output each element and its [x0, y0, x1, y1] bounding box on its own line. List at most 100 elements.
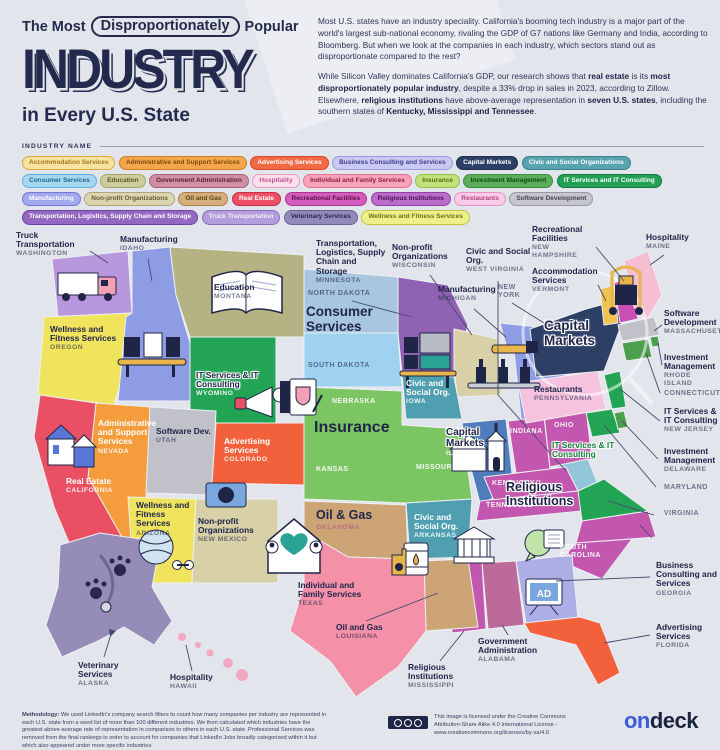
- label-nebraska: NEBRASKA: [332, 398, 376, 405]
- ad-text: AD: [537, 589, 551, 600]
- callout-virginia: VIRGINIA: [664, 510, 700, 517]
- exercise-ball-icon: [138, 529, 194, 570]
- legend-pill: IT Services and IT Consulting: [556, 174, 662, 189]
- legend-title: INDUSTRY NAME: [22, 143, 93, 150]
- label-insurance: Insurance: [314, 419, 390, 436]
- title-post: Popular: [244, 18, 299, 35]
- title-pre: The Most: [22, 18, 86, 35]
- label-religious-institutions: Religious Institutions: [506, 480, 574, 508]
- label-wyoming: IT Services & IT Consulting WYOMING: [196, 370, 259, 398]
- title-line1: The Most Disproportionately Popular: [22, 16, 312, 37]
- callout-connecticut: CONNECTICUT: [664, 390, 720, 397]
- callout-georgia: Business Consulting and Services GEORGIA: [656, 560, 717, 597]
- label-indiana: INDIANA: [510, 428, 543, 435]
- map-canvas: AD: [33, 246, 665, 698]
- intro-paragraph-1: Most U.S. states have an industry specia…: [318, 16, 708, 62]
- callout-massachusetts: Software DevelopmentMASSACHUSETTS: [664, 308, 720, 336]
- legend-header: INDUSTRY NAME: [22, 143, 704, 150]
- open-book-icon: [211, 270, 283, 315]
- label-montana: Education MONTANA: [214, 282, 255, 301]
- label-kansas: KANSAS: [316, 466, 349, 473]
- label-tennessee: TENNESSEE: [486, 502, 533, 509]
- state-florida: [523, 616, 621, 686]
- callout-idaho: Manufacturing IDAHO: [120, 234, 178, 253]
- title-subtitle: in Every U.S. State: [22, 105, 190, 126]
- callout-lines: [89, 246, 665, 672]
- containers-icon: [399, 332, 457, 388]
- state-utah: [145, 406, 217, 496]
- label-virginia-it: IT Services & IT Consulting: [552, 440, 615, 460]
- legend: INDUSTRY NAME Accommodation Services Admi…: [22, 143, 704, 225]
- callout-delaware: Investment Management DELAWARE: [664, 446, 716, 474]
- legend-pill: Government Administration: [149, 174, 249, 189]
- methodology-text: Methodology: We used LinkedIn's company …: [22, 712, 327, 749]
- state-north-carolina: [575, 510, 657, 544]
- cc-license-badge: [388, 716, 428, 729]
- callout-new-york: NEW YORK: [498, 284, 521, 299]
- label-illinois: Capital Markets ILLINOIS: [446, 427, 484, 457]
- label-oklahoma: Oil & Gas OKLAHOMA: [316, 508, 373, 531]
- label-arkansas: Civic and Social Org. ARKANSAS: [414, 512, 459, 540]
- callout-louisiana: Oil and Gas LOUISIANA: [336, 622, 383, 641]
- callout-north-carolina: [664, 531, 704, 532]
- callout-washington: Truck Transportation WASHINGTON: [16, 230, 75, 258]
- callout-alabama: Government Administration ALABAMA: [478, 636, 538, 664]
- state-alabama: [481, 560, 525, 630]
- label-iowa: Civic and Social Org. IOWA: [406, 378, 451, 406]
- footer: Methodology: We used LinkedIn's company …: [0, 702, 720, 749]
- label-north-dakota: NORTH DAKOTA: [308, 290, 371, 297]
- legend-pill: Religious Institutions: [370, 192, 451, 207]
- conveyor-icon: [117, 332, 187, 377]
- label-south-dakota: SOUTH DAKOTA: [308, 362, 370, 369]
- church-icon: [448, 423, 508, 472]
- luggage-trolley-icon: [609, 265, 643, 315]
- legend-pill: Non-profit Organizations: [84, 192, 175, 207]
- callout-alaska: Veterinary Services ALASKA: [78, 660, 119, 688]
- callout-rhode-island: Investment Management RHODE ISLAND: [664, 352, 716, 387]
- veterinary-paws-icon: [85, 554, 131, 613]
- callout-new-hampshire: Recreational Facilities NEW HAMPSHIRE: [532, 224, 583, 259]
- label-colorado: Advertising Services COLORADO: [224, 436, 271, 464]
- bottling-line-icon: [467, 341, 541, 389]
- speech-bubble-icon: [524, 529, 565, 563]
- state-hawaii: [178, 633, 248, 681]
- family-house-icon: [265, 518, 323, 574]
- label-new-mexico: Non-profit Organizations NEW MEXICO: [198, 516, 254, 544]
- government-building-icon: [452, 526, 496, 564]
- callout-mississippi: Religious Institutions MISSISSIPPI: [408, 662, 454, 690]
- legend-pill: Administrative and Support Services: [118, 156, 247, 171]
- callout-west-virginia: Civic and Social Org. WEST VIRGINIA: [466, 246, 531, 274]
- legend-pills: Accommodation Services Administrative and…: [22, 156, 704, 225]
- state-indiana: [507, 416, 551, 474]
- legend-pill: Education: [100, 174, 146, 189]
- intro-text: Most U.S. states have an industry specia…: [318, 16, 708, 126]
- callout-maine: Hospitality MAINE: [646, 232, 689, 251]
- ondeck-logo: ondeck: [623, 708, 699, 733]
- legend-pill: Hospitality: [252, 174, 300, 189]
- state-maryland: [585, 408, 621, 438]
- callout-vermont: Accommodation Services VERMONT: [532, 266, 598, 294]
- label-pennsylvania: Restaurants PENNSYLVANIA: [534, 384, 593, 403]
- label-oregon: Wellness and Fitness Services OREGON: [50, 324, 117, 352]
- state-wisconsin: [453, 328, 503, 398]
- label-texas: Individual and Family Services TEXAS: [298, 580, 362, 608]
- label-capital-markets-ny: Capital Markets: [544, 318, 596, 348]
- title-block: The Most Disproportionately Popular INDU…: [22, 16, 312, 127]
- label-nevada: Administrative and Support Services NEVAD…: [98, 418, 157, 455]
- legend-pill: Civic and Social Organizations: [521, 156, 631, 171]
- state-massachusetts: [617, 316, 661, 342]
- donation-icon: [205, 482, 247, 508]
- cc-by-icon: [404, 718, 412, 727]
- page-title: INDUSTRY: [22, 37, 255, 101]
- houses-icon: [44, 424, 98, 468]
- legend-pill: Investment Management: [463, 174, 554, 189]
- ad-billboard-icon: AD: [525, 578, 563, 616]
- title-highlight-pill: Disproportionately: [90, 16, 240, 37]
- oil-barrel-icon: [391, 542, 429, 576]
- legend-pill: Restaurants: [454, 192, 506, 207]
- label-consumer-services: Consumer Services: [306, 304, 373, 334]
- callout-new-jersey: IT Services & IT Consulting NEW JERSEY: [664, 406, 718, 434]
- legend-pill: Capital Markets: [456, 156, 519, 171]
- legend-pill: Software Development: [509, 192, 594, 207]
- legend-pill: Real Estate: [231, 192, 282, 207]
